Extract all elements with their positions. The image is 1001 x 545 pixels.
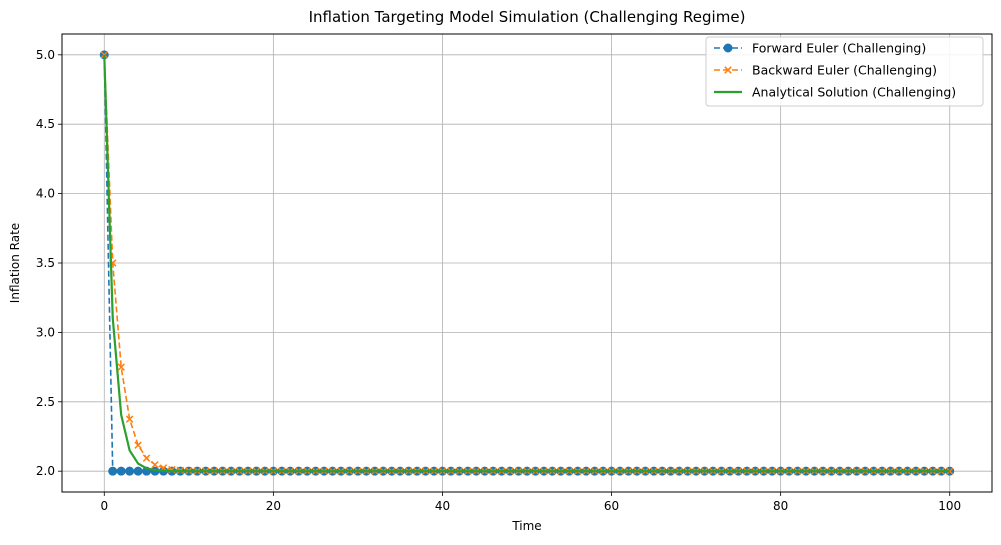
x-axis: 0 20 40 60 80 100 [100,492,961,513]
series-line [103,54,950,473]
y-tick-label: 5.0 [36,48,55,62]
data-point [125,466,135,476]
legend-entry: Analytical Solution (Challenging) [714,85,956,100]
y-tick-label: 3.0 [36,325,55,339]
legend-label: Analytical Solution (Challenging) [752,85,956,100]
y-tick-label: 2.5 [36,395,55,409]
data-point [134,441,142,449]
x-tick-label: 40 [435,499,450,513]
y-tick-label: 2.0 [36,464,55,478]
x-tick-label: 0 [100,499,108,513]
legend-entry: Forward Euler (Challenging) [714,41,926,56]
data-point [116,466,126,476]
data-point [125,415,134,423]
plot-area [99,50,955,476]
data-point [117,363,125,371]
legend-label: Forward Euler (Challenging) [752,41,926,56]
data-point [100,51,109,59]
chart-title: Inflation Targeting Model Simulation (Ch… [309,8,746,26]
data-point [108,466,118,476]
data-point [142,454,151,462]
x-axis-label: Time [511,519,541,533]
legend-label: Backward Euler (Challenging) [752,63,937,78]
legend-entry: Backward Euler (Challenging) [714,63,937,78]
legend-marker [723,43,733,53]
legend-marker [724,66,732,74]
x-tick-label: 20 [266,499,281,513]
y-axis: 2.0 2.5 3.0 3.5 4.0 4.5 5.0 [36,48,62,478]
x-tick-label: 100 [938,499,961,513]
legend: Forward Euler (Challenging) Backward Eule… [705,36,984,107]
y-tick-label: 4.0 [36,187,55,201]
legend-box [705,36,984,107]
y-axis-label: Inflation Rate [8,223,22,303]
x-tick-label: 80 [773,499,788,513]
y-tick-label: 4.5 [36,117,55,131]
y-tick-label: 3.5 [36,256,55,270]
x-tick-label: 60 [604,499,619,513]
data-point [151,460,159,469]
series-3 [103,54,950,473]
data-point [133,466,143,476]
